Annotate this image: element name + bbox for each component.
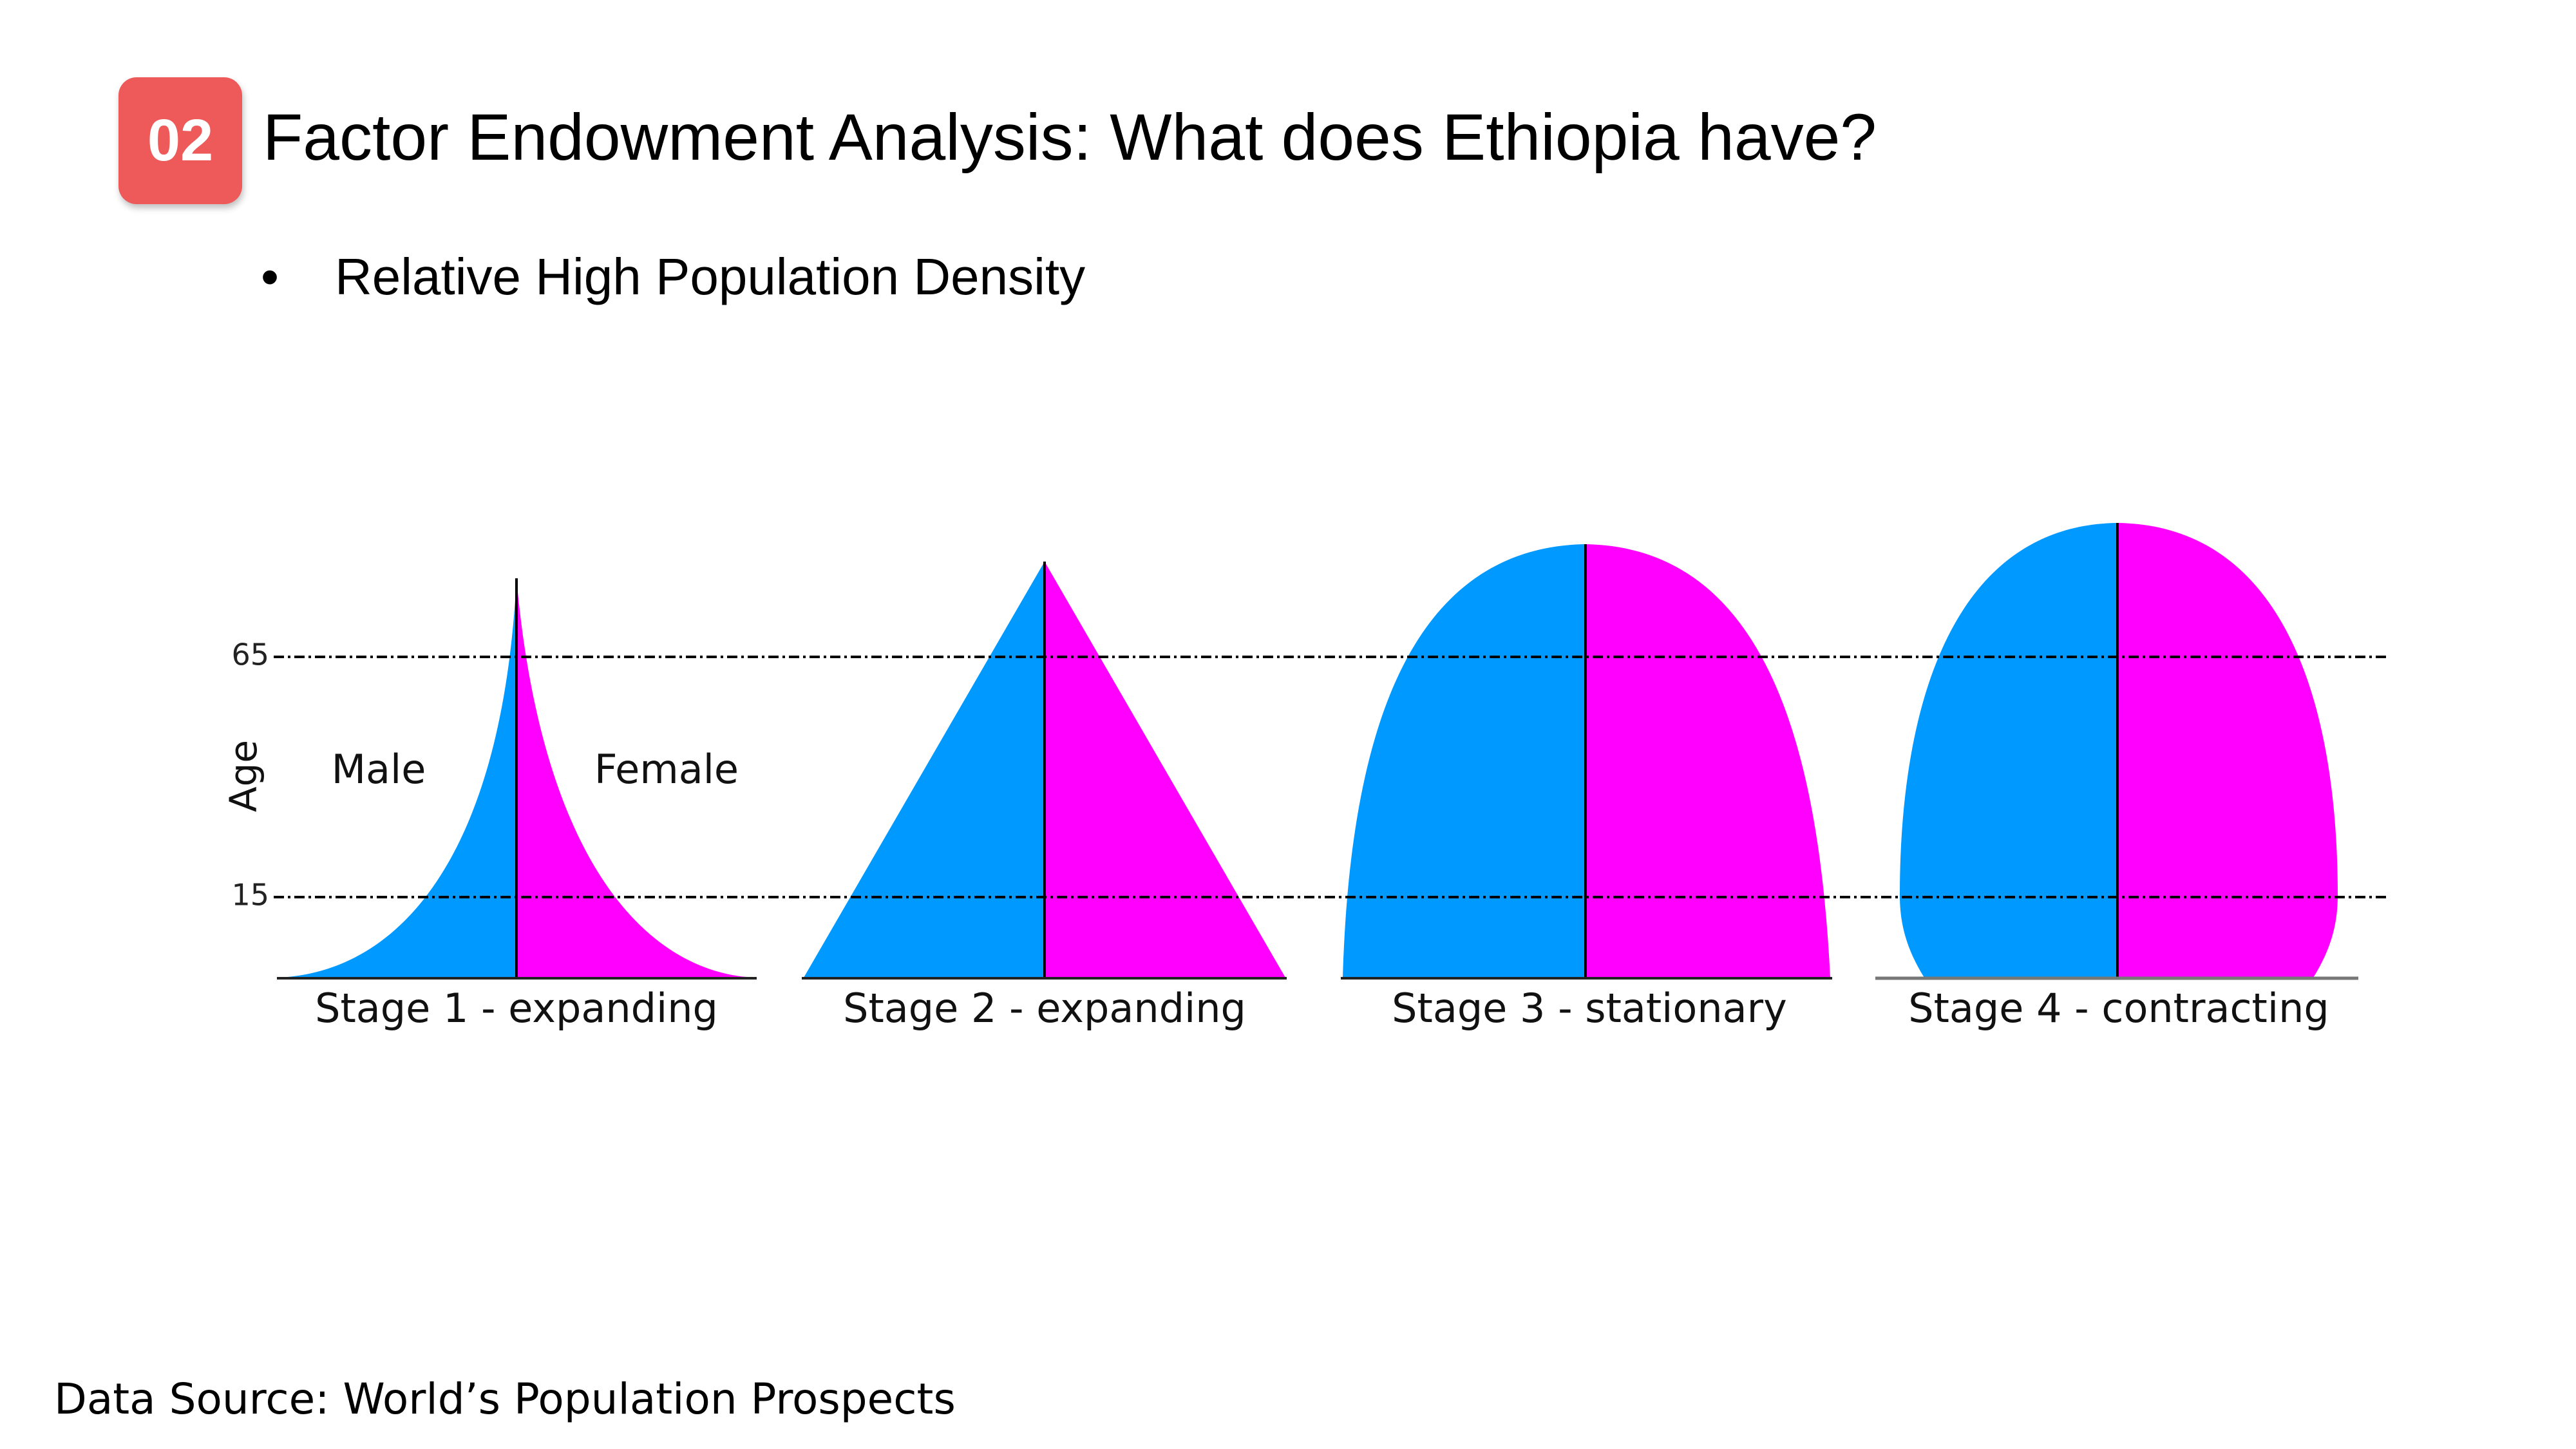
stage-3-label: Stage 3 - stationary bbox=[1392, 985, 1787, 1032]
stage-2-female-area bbox=[1045, 562, 1285, 978]
female-label: Female bbox=[594, 746, 739, 793]
stage-2-label: Stage 2 - expanding bbox=[843, 985, 1246, 1032]
data-source-note: Data Source: World’s Population Prospect… bbox=[54, 1374, 956, 1424]
stage-1-pyramid bbox=[278, 578, 755, 978]
stage-4-male-area bbox=[1900, 523, 2117, 978]
stage-3-female-area bbox=[1586, 544, 1830, 978]
stage-2-male-area bbox=[804, 562, 1045, 978]
stage-1-label: Stage 1 - expanding bbox=[315, 985, 718, 1032]
stage-3-pyramid bbox=[1343, 544, 1830, 978]
slide-title: Factor Endowment Analysis: What does Eth… bbox=[263, 100, 1877, 174]
bullet-item: • Relative High Population Density bbox=[261, 251, 1085, 303]
age-65-tick-label: 65 bbox=[231, 638, 269, 672]
section-number-badge: 02 bbox=[118, 77, 242, 204]
stage-1-male-area bbox=[278, 578, 516, 978]
age-15-tick-label: 15 bbox=[231, 878, 269, 913]
stage-4-label: Stage 4 - contracting bbox=[1908, 985, 2329, 1032]
stage-4-female-area bbox=[2117, 523, 2338, 978]
bullet-icon: • bbox=[261, 248, 279, 305]
stage-4-pyramid bbox=[1900, 523, 2338, 978]
male-label: Male bbox=[332, 746, 426, 793]
y-axis-label: Age bbox=[222, 740, 265, 812]
stage-2-pyramid bbox=[804, 562, 1285, 978]
bullet-text: Relative High Population Density bbox=[335, 248, 1086, 305]
stage-1-female-area bbox=[516, 578, 755, 978]
stage-3-male-area bbox=[1343, 544, 1586, 978]
